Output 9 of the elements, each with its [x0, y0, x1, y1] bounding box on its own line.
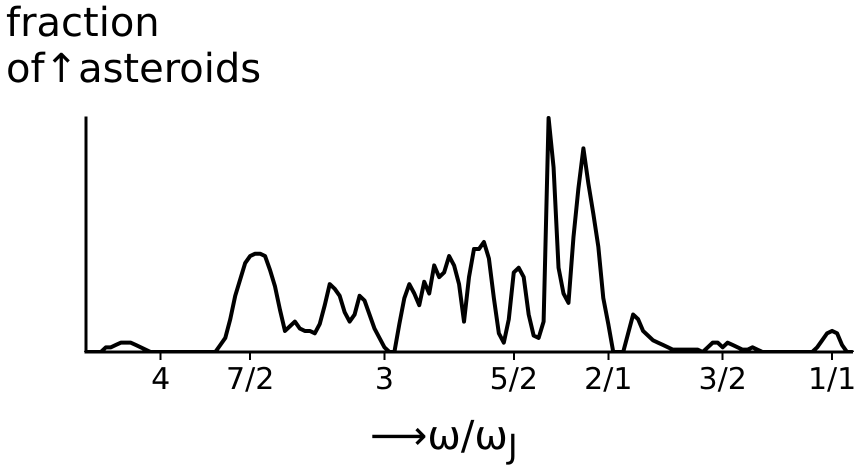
x-tick-label: 5/2	[490, 362, 538, 397]
x-tick-label: 3	[374, 362, 394, 397]
y-axis-title: fraction of↑asteroids	[6, 0, 262, 92]
x-tick-label: 3/2	[698, 362, 747, 397]
x-tick-label: 7/2	[226, 362, 274, 397]
x-axis-title: ⟶ω/ω$_{J}$	[370, 412, 518, 468]
x-tick-label: 4	[151, 362, 170, 397]
x-tick-label: 1/1	[808, 362, 856, 397]
x-tick-label: 2/1	[584, 362, 632, 397]
